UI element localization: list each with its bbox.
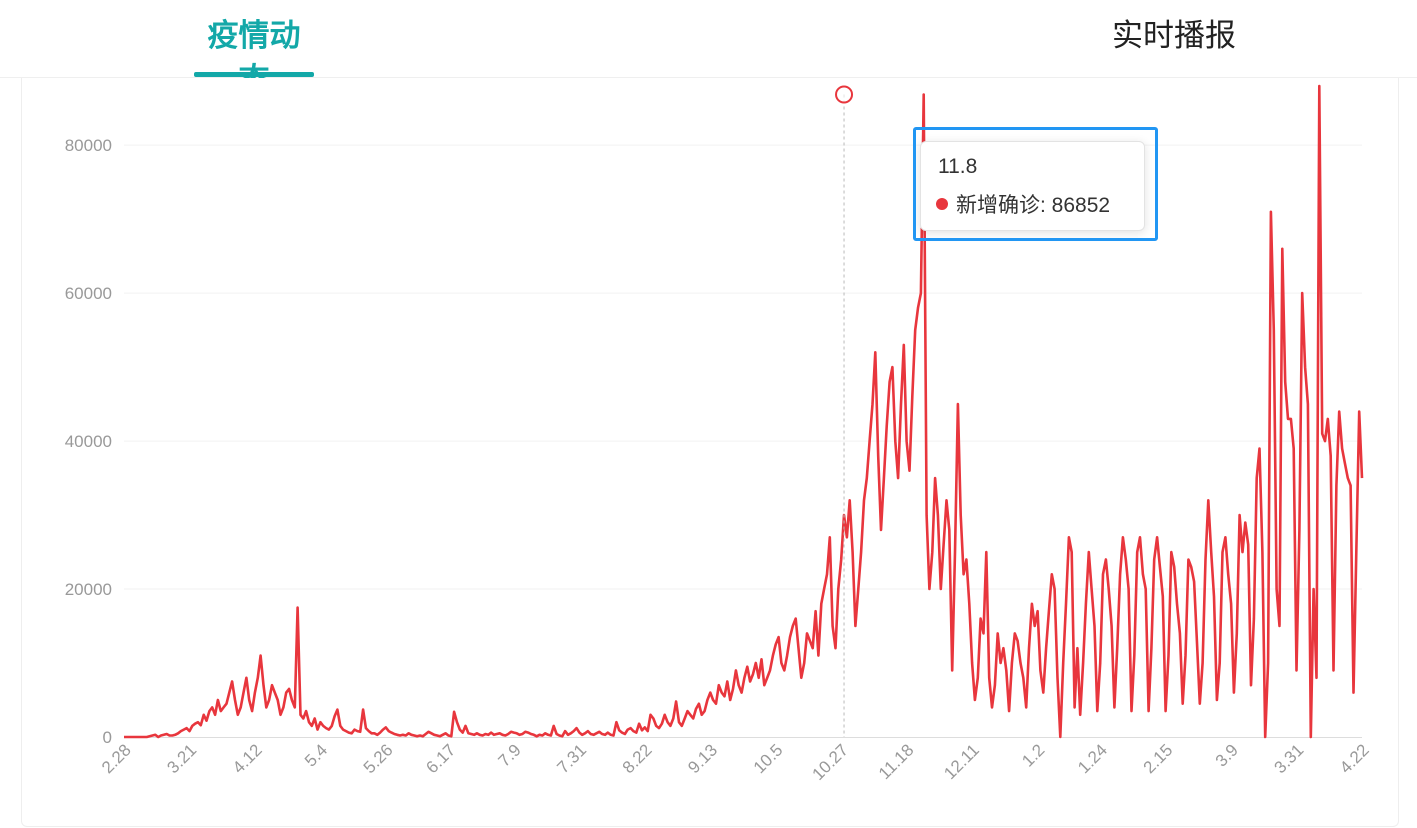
x-tick-label: 10.27 bbox=[808, 740, 852, 784]
x-tick-label: 5.26 bbox=[360, 740, 397, 777]
y-tick-label: 60000 bbox=[65, 284, 112, 303]
tooltip-date: 11.8 bbox=[938, 155, 978, 178]
active-tab-indicator bbox=[194, 72, 314, 77]
tooltip-value: 86852 bbox=[1051, 194, 1111, 217]
x-tick-label: 3.31 bbox=[1271, 740, 1308, 777]
y-tick-label: 40000 bbox=[65, 432, 112, 451]
x-tick-label: 1.2 bbox=[1018, 740, 1048, 770]
x-tick-label: 4.12 bbox=[229, 740, 266, 777]
series-lines bbox=[124, 84, 1364, 739]
series-line-new-confirmed bbox=[124, 84, 1364, 739]
y-tick-label: 0 bbox=[103, 728, 112, 747]
y-axis-tick-labels: 0 20000 40000 60000 80000 bbox=[65, 136, 112, 747]
x-tick-label: 6.17 bbox=[422, 740, 459, 777]
grid-lines bbox=[124, 144, 1362, 590]
x-axis-tick-labels: 2.28 3.21 4.12 5.4 5.26 6.17 7.9 7.31 8.22 9.13 10… bbox=[98, 740, 1373, 784]
y-tick-label: 80000 bbox=[65, 136, 112, 155]
x-tick-label: 7.31 bbox=[553, 740, 590, 777]
tooltip-series-name: 新增确诊 bbox=[956, 194, 1040, 217]
x-tick-label: 4.22 bbox=[1336, 740, 1373, 777]
x-tick-label: 1.24 bbox=[1074, 740, 1111, 777]
y-tick-label: 20000 bbox=[65, 580, 112, 599]
tab-bar: 疫情动态 实时播报 bbox=[0, 0, 1417, 97]
x-tick-label: 3.21 bbox=[163, 740, 200, 777]
tooltip: 11.8 新增确诊: 86852 bbox=[920, 141, 1145, 231]
series-color-dot bbox=[936, 198, 948, 210]
x-tick-label: 3.9 bbox=[1212, 740, 1242, 770]
x-tick-label: 10.5 bbox=[750, 740, 787, 777]
x-tick-label: 11.18 bbox=[875, 740, 918, 783]
x-tick-label: 8.22 bbox=[619, 740, 656, 777]
tab-live-broadcast[interactable]: 实时播报 bbox=[1112, 18, 1236, 53]
x-tick-label: 2.15 bbox=[1140, 740, 1177, 777]
hover-highlight bbox=[835, 85, 854, 737]
hover-data-point bbox=[835, 85, 854, 104]
x-tick-label: 7.9 bbox=[495, 740, 525, 770]
x-tick-label: 9.13 bbox=[684, 740, 721, 777]
tooltip-series-row: 新增确诊: 86852 bbox=[936, 189, 1110, 219]
x-tick-label: 12.11 bbox=[940, 740, 983, 783]
tooltip-separator: : bbox=[1040, 194, 1052, 217]
x-tick-label: 5.4 bbox=[301, 740, 331, 770]
tab-epidemic-trends[interactable]: 疫情动态 bbox=[207, 18, 301, 97]
